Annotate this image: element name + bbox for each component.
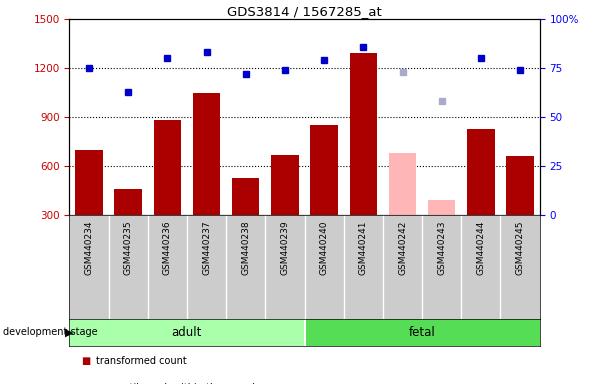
Bar: [389, 153, 416, 215]
Text: GSM440237: GSM440237: [202, 220, 211, 275]
Bar: [75, 150, 103, 215]
Text: GSM440235: GSM440235: [124, 220, 133, 275]
Text: percentile rank within the sample: percentile rank within the sample: [96, 383, 262, 384]
Text: fetal: fetal: [409, 326, 435, 339]
Text: adult: adult: [172, 326, 202, 339]
Title: GDS3814 / 1567285_at: GDS3814 / 1567285_at: [227, 5, 382, 18]
Text: GSM440243: GSM440243: [437, 220, 446, 275]
Text: transformed count: transformed count: [96, 356, 187, 366]
Bar: [467, 129, 494, 215]
Bar: [232, 177, 259, 215]
Text: GSM440241: GSM440241: [359, 220, 368, 275]
Text: GSM440245: GSM440245: [516, 220, 525, 275]
Bar: [507, 156, 534, 215]
Bar: [193, 93, 220, 215]
Text: GSM440234: GSM440234: [84, 220, 93, 275]
Text: GSM440239: GSM440239: [280, 220, 289, 275]
Bar: [69, 319, 305, 346]
Text: ■: ■: [81, 356, 90, 366]
Bar: [305, 319, 540, 346]
Text: ▶: ▶: [65, 327, 74, 337]
Bar: [271, 155, 298, 215]
Text: GSM440238: GSM440238: [241, 220, 250, 275]
Bar: [428, 200, 455, 215]
Text: GSM440240: GSM440240: [320, 220, 329, 275]
Bar: [115, 189, 142, 215]
Text: ■: ■: [81, 383, 90, 384]
Text: development stage: development stage: [3, 327, 98, 337]
Bar: [154, 121, 181, 215]
Text: GSM440244: GSM440244: [476, 220, 485, 275]
Bar: [311, 125, 338, 215]
Text: GSM440242: GSM440242: [398, 220, 407, 275]
Bar: [350, 53, 377, 215]
Text: GSM440236: GSM440236: [163, 220, 172, 275]
